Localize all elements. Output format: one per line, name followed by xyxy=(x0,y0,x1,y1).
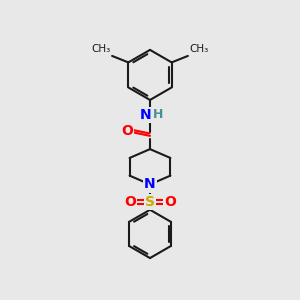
Text: H: H xyxy=(153,108,164,121)
Text: N: N xyxy=(140,108,152,122)
Text: CH₃: CH₃ xyxy=(92,44,111,55)
Text: S: S xyxy=(145,195,155,209)
Text: O: O xyxy=(124,195,136,209)
Text: O: O xyxy=(121,124,133,138)
Text: O: O xyxy=(164,195,176,209)
Text: CH₃: CH₃ xyxy=(189,44,208,55)
Text: N: N xyxy=(144,177,156,191)
